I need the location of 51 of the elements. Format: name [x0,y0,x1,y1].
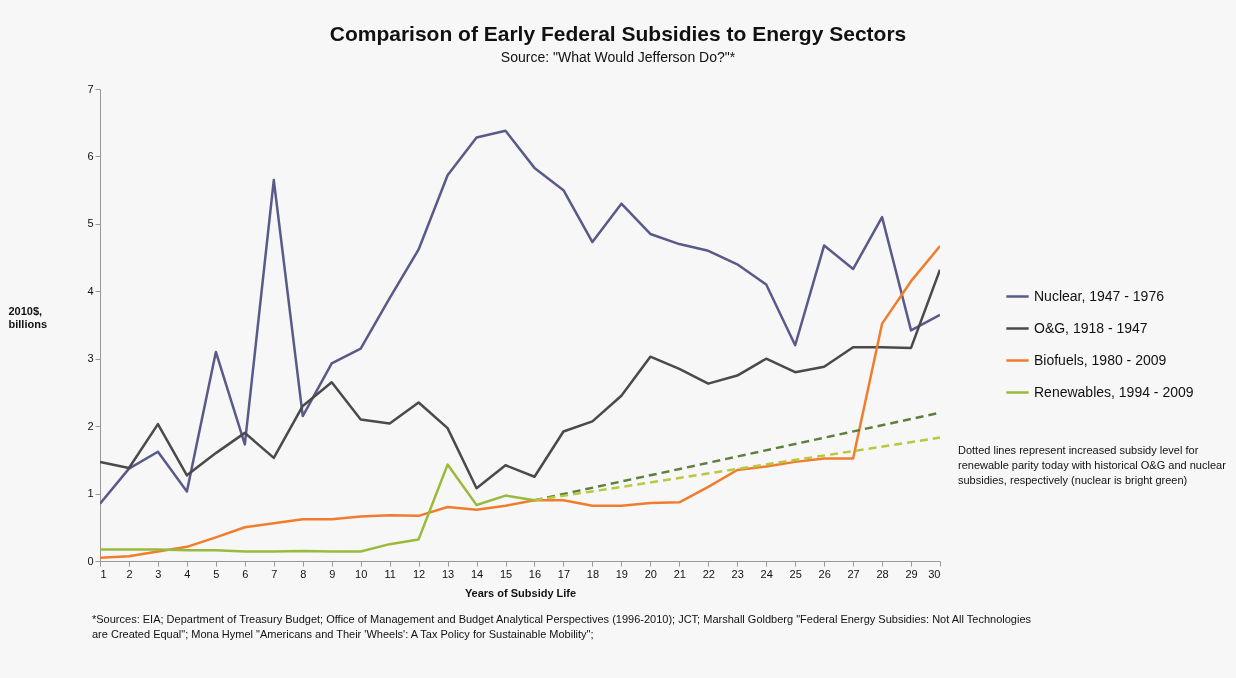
y-tick-label: 7 [87,82,94,95]
x-tick-label: 5 [213,567,220,580]
x-tick-label: 17 [557,567,571,580]
x-tick-label: 23 [731,567,744,580]
y-tick-label: 1 [87,487,94,500]
x-tick-label: 15 [499,567,513,580]
x-tick-label: 28 [876,567,889,580]
legend-label: Biofuels, 1980 - 2009 [1034,351,1167,368]
legend-label: Nuclear, 1947 - 1976 [1034,287,1165,304]
x-tick-label: 27 [847,567,860,580]
x-tick-label: 22 [702,567,715,580]
x-tick-label: 19 [615,567,628,580]
y-axis-title: 2010$, billions [8,304,47,330]
y-tick-label: 4 [87,284,94,297]
legend-label: O&G, 1918 - 1947 [1034,319,1148,336]
x-tick-label: 10 [355,567,368,580]
x-tick-label: 2 [126,567,133,580]
y-tick-label: 3 [87,352,94,365]
x-axis-title: Years of Subsidy Life [464,586,577,599]
x-tick-label: 25 [789,567,802,580]
x-tick-label: 18 [586,567,600,580]
chart-title: Comparison of Early Federal Subsidies to Energy Sectors [329,22,907,45]
x-tick-label: 14 [470,567,484,580]
x-tick-label: 9 [329,567,336,580]
x-tick-label: 3 [155,567,162,580]
y-tick-label: 6 [87,149,94,162]
y-tick-label: 0 [87,554,94,567]
x-tick-label: 7 [271,567,278,580]
line-series [100,129,940,505]
line-series [100,268,940,490]
text: Dotted lines represent increased subsidy level for renewable parity today with historical O&G and nuclear subsidies, respectively (nuclear is bright green) [958,443,1227,488]
x-tick-label: 30 [928,567,941,580]
text: *Sources: EIA; Department of Treasury Budget; Office of Management and Budget Analytical Perspectives (1996-2010); JCT; Marshall Goldberg "Federal Energy Subsidies: Not All Technologies are Created Equal"; Mona Hymel "Americans and Their 'Wheels': A Tax Policy for Sustainable Mobility"; [92,612,1032,642]
y-tick-label: 2 [87,419,94,432]
x-tick-label: 16 [528,567,542,580]
x-tick-label: 26 [818,567,831,580]
legend-label: Renewables, 1994 - 2009 [1034,383,1194,400]
x-tick-label: 6 [242,567,249,580]
x-tick-label: 8 [300,567,307,580]
x-tick-label: 24 [760,567,773,580]
x-tick-label: 20 [644,567,657,580]
line-series [100,463,536,553]
chart-subtitle: Source: "What Would Jefferson Do?"* [500,49,736,65]
x-tick-label: 1 [100,567,107,580]
x-tick-label: 13 [441,567,455,580]
x-tick-label: 21 [673,567,686,580]
y-tick-label: 5 [87,217,94,230]
x-tick-label: 29 [905,567,918,580]
x-tick-label: 12 [413,567,426,580]
x-tick-label: 4 [184,567,191,580]
x-tick-label: 11 [384,567,396,580]
